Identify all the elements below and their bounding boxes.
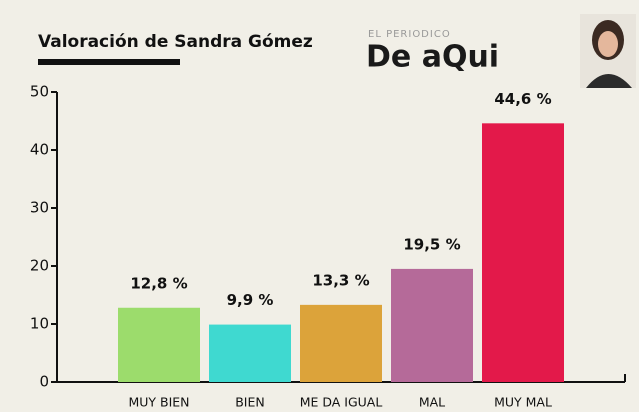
logo-top: EL PERIODICO [368, 29, 451, 40]
y-tick-label: 30 [30, 199, 49, 217]
value-label: 13,3 % [312, 271, 369, 289]
bar [482, 123, 564, 382]
x-tick-label: MUY BIEN [128, 395, 189, 410]
title-underline [38, 59, 180, 65]
y-tick-label: 50 [30, 83, 49, 101]
x-tick-label: MUY MAL [494, 395, 552, 410]
y-tick-label: 10 [30, 315, 49, 333]
bar [300, 305, 382, 382]
bar [209, 325, 291, 382]
value-label: 44,6 % [494, 90, 551, 108]
logo-main: De aQui [366, 40, 499, 75]
bar [118, 308, 200, 382]
x-tick-label: MAL [419, 395, 445, 410]
bar [391, 269, 473, 382]
y-tick-label: 0 [39, 373, 49, 391]
page: {"chart_data": {"type": "bar", "title": … [0, 0, 639, 412]
photo [580, 14, 636, 88]
value-label: 19,5 % [403, 235, 460, 253]
chart-title: Valoración de Sandra Gómez [38, 32, 313, 52]
y-tick-label: 40 [30, 141, 49, 159]
chart: Valoración de Sandra Gómez EL PERIODICO … [0, 0, 639, 412]
x-tick-label: BIEN [235, 395, 265, 410]
x-tick-label: ME DA IGUAL [300, 395, 383, 410]
y-tick-label: 20 [30, 257, 49, 275]
value-label: 9,9 % [227, 291, 274, 309]
value-label: 12,8 % [130, 274, 187, 292]
